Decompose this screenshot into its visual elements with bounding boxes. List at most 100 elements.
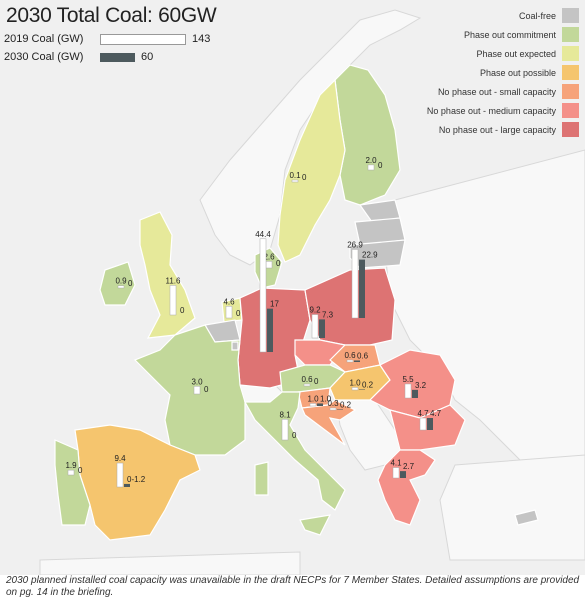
key-2019: 2019 Coal (GW) 143	[4, 33, 210, 45]
label-2030-finland: 0	[378, 161, 383, 170]
country-cyprus[interactable]	[514, 509, 539, 526]
legend-swatch	[562, 103, 579, 118]
legend-item-phase-out-commitment: Phase out commitment	[427, 25, 579, 44]
bar-2019-italy	[281, 419, 289, 441]
legend-label: No phase out - large capacity	[438, 124, 556, 135]
legend-swatch	[562, 84, 579, 99]
legend-item-coal-free: Coal-free	[427, 6, 579, 25]
country-sicily[interactable]	[299, 514, 332, 536]
bar-2019-spain	[116, 462, 124, 488]
country-luxembourg[interactable]	[231, 341, 239, 351]
map-area: 2.0 0 0.1 0 2.6 0 0.9 0 11.6 0 4.6 0 44.4 17 26.9 22.9 9…	[0, 0, 585, 575]
north-africa-shape	[39, 551, 301, 575]
bar-2030-romania	[412, 389, 418, 398]
legend-item-large-capacity: No phase out - large capacity	[427, 120, 579, 139]
legend-label: Phase out expected	[476, 48, 556, 59]
map-title: 2030 Total Coal: 60GW	[6, 4, 217, 27]
label-2030-france: 0	[204, 385, 209, 394]
label-2030-croatia: 0.2	[340, 400, 352, 409]
key-2030: 2030 Coal (GW) 60	[4, 51, 153, 63]
bar-2019-romania	[404, 383, 412, 399]
label-2019-romania: 5.5	[402, 375, 414, 384]
label-2019-czechia: 9.2	[309, 306, 321, 315]
label-2019-spain: 9.4	[114, 454, 126, 463]
label-2030-austria: 0	[314, 377, 319, 386]
legend-swatch	[562, 65, 579, 80]
label-2019-hungary: 1.0	[349, 378, 361, 387]
legend-label: Phase out commitment	[463, 29, 556, 40]
bar-2019-uk	[169, 285, 177, 316]
country-portugal[interactable]	[54, 439, 91, 526]
label-2019-poland: 26.9	[347, 240, 363, 249]
legend-item-phase-out-possible: Phase out possible	[427, 63, 579, 82]
country-uk[interactable]	[139, 211, 196, 339]
label-2030-germany: 17	[270, 300, 279, 309]
europe-map: 2.000.1 02.600.9 0 11.604.6044.41726.922.99…	[39, 9, 585, 575]
legend-swatch	[562, 27, 579, 42]
bar-2019-denmark	[265, 261, 273, 269]
label-2030-spain: 0-1.2	[127, 475, 146, 484]
label-2019-slovakia: 0.6	[344, 351, 356, 360]
bar-2030-czechia	[319, 319, 325, 338]
country-sweden[interactable]	[277, 78, 346, 263]
country-croatia[interactable]	[301, 399, 357, 446]
label-2030-romania: 3.2	[415, 381, 427, 390]
key-2019-label: 2019 Coal (GW)	[4, 33, 84, 45]
key-2030-label: 2030 Coal (GW)	[4, 51, 84, 63]
bar-2019-france	[193, 386, 201, 395]
label-2030-hungary: 0.2	[362, 380, 374, 389]
label-2030-ireland: 0	[128, 279, 133, 288]
label-2019-croatia: 0.3	[327, 399, 339, 408]
bar-2019-netherlands	[225, 306, 233, 319]
legend-swatch	[562, 46, 579, 61]
bar-2030-croatia	[337, 409, 343, 410]
country-france[interactable]	[133, 324, 246, 456]
bar-2030-spain	[124, 483, 130, 487]
bar-2019-sweden	[291, 179, 299, 183]
country-finland[interactable]	[334, 64, 401, 206]
country-slovakia[interactable]	[329, 344, 381, 373]
bar-2019-germany	[259, 238, 267, 353]
label-2019-france: 3.0	[191, 377, 203, 386]
bar-2019-finland	[367, 164, 375, 171]
key-2030-value: 60	[141, 51, 154, 63]
bar-2030-bulgaria	[427, 418, 433, 430]
footnote: 2030 planned installed coal capacity was…	[6, 575, 580, 598]
key-2019-value: 143	[192, 33, 211, 45]
legend-item-phase-out-expected: Phase out expected	[427, 44, 579, 63]
eu-countries	[54, 64, 539, 541]
bar-2030-poland	[359, 259, 365, 318]
label-2030-czechia: 7.3	[322, 310, 334, 319]
label-2030-sweden: 0	[302, 173, 307, 182]
legend-item-medium-capacity: No phase out - medium capacity	[427, 101, 579, 120]
label-2019-ireland: 0.9	[115, 277, 127, 286]
legend-label: Phase out possible	[479, 67, 556, 78]
label-2030-slovenia: 1.0	[320, 394, 332, 403]
label-2019-germany: 44.4	[255, 230, 271, 239]
label-2030-slovakia: 0.6	[357, 351, 369, 360]
country-sardinia[interactable]	[254, 461, 269, 496]
country-greece[interactable]	[377, 449, 436, 526]
bar-2019-slovenia	[309, 403, 317, 407]
bar-2019-slovakia	[346, 359, 354, 363]
norway-shape	[199, 9, 422, 266]
legend-swatch	[562, 8, 579, 23]
bar-2030-slovakia	[354, 360, 360, 362]
country-italy[interactable]	[243, 391, 346, 511]
label-2030-poland: 22.9	[362, 251, 378, 260]
legend-label: No phase out - small capacity	[437, 86, 556, 97]
legend-label: Coal-free	[518, 10, 556, 21]
non-eu-land	[39, 9, 585, 575]
bar-2030-slovenia	[317, 403, 323, 406]
bar-2019-croatia	[329, 407, 337, 411]
capacity-bars: 2.000.1 02.600.9 0 11.604.6044.41726.922.99…	[65, 156, 442, 488]
label-2019-bulgaria: 4.7	[417, 409, 429, 418]
bar-2019-portugal	[67, 469, 75, 476]
bar-2019-ireland	[117, 285, 125, 289]
country-ireland[interactable]	[99, 261, 136, 306]
label-2030-portugal: 0	[78, 466, 83, 475]
label-2030-greece: 2.7	[403, 462, 415, 471]
bar-2030-hungary	[359, 389, 365, 390]
turkey-shape	[439, 454, 585, 561]
bar-2019-bulgaria	[419, 417, 427, 431]
